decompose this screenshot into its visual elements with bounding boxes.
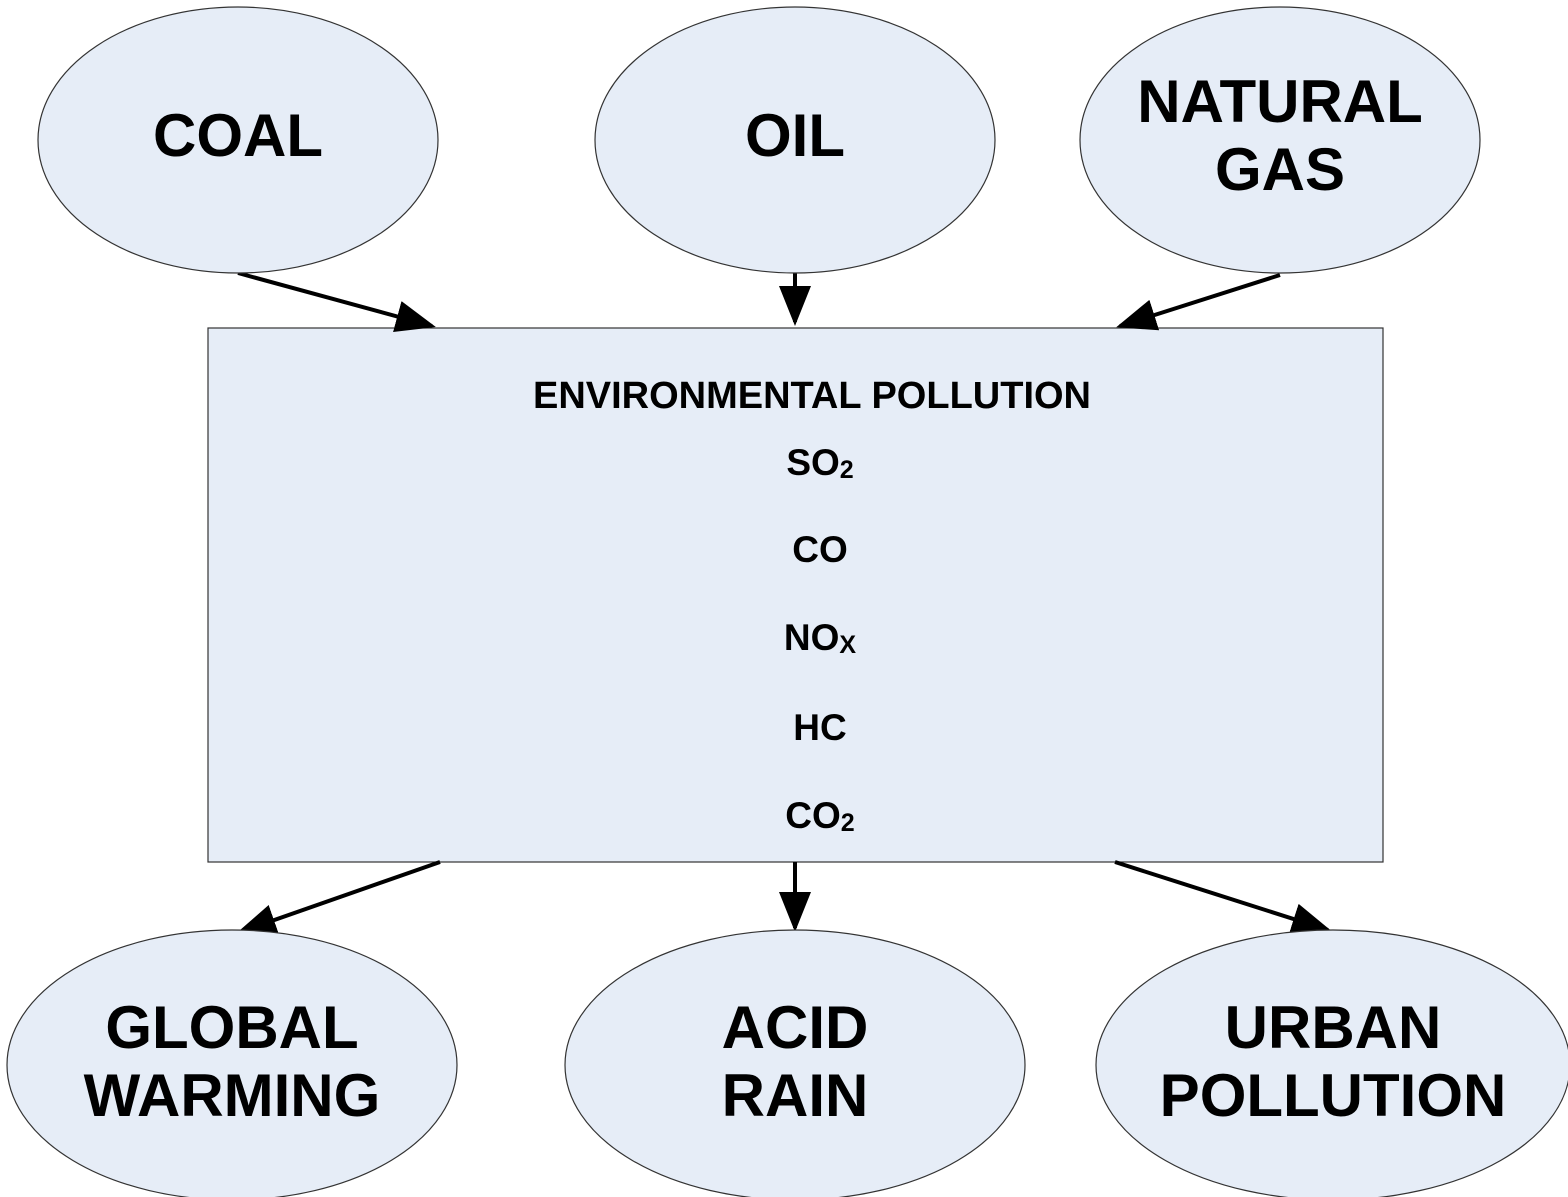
pollutant: CO2 — [785, 795, 854, 837]
pollutant-formula: SO — [786, 442, 839, 483]
node-label: OIL — [745, 102, 845, 169]
arrow — [237, 271, 436, 332]
pollutant-subscript: 2 — [840, 456, 854, 484]
node-label: RAIN — [722, 1062, 869, 1129]
arrows — [236, 271, 1332, 936]
pollutant-formula: HC — [793, 707, 846, 748]
node-label: URBAN — [1225, 994, 1442, 1061]
pollutant-formula: CO — [792, 529, 848, 570]
ellipse — [564, 929, 1026, 1197]
node-label: GLOBAL — [105, 994, 358, 1061]
node-label: POLLUTION — [1160, 1062, 1507, 1129]
node-label: ACID — [722, 994, 869, 1061]
ellipse — [37, 6, 439, 274]
center-title: ENVIRONMENTAL POLLUTION — [533, 375, 1091, 417]
pollutant-formula: CO — [785, 795, 841, 836]
arrow — [1116, 273, 1281, 331]
pollutant-subscript: 2 — [841, 809, 855, 837]
pollutant: CO — [792, 529, 848, 570]
pollutant-formula: NO — [784, 617, 840, 658]
pollution-box — [207, 327, 1384, 863]
arrow — [236, 860, 441, 936]
pollutant: SO2 — [786, 442, 853, 484]
pollutant-subscript: X — [839, 631, 856, 659]
pollutant: NOX — [784, 617, 857, 659]
source-node: OIL — [594, 6, 996, 274]
node-label: NATURAL — [1137, 68, 1423, 135]
ellipse — [1079, 6, 1481, 274]
arrow — [1114, 860, 1332, 935]
node-label: WARMING — [84, 1062, 381, 1129]
ellipse — [594, 6, 996, 274]
ellipse — [1095, 929, 1568, 1197]
node-label: COAL — [153, 102, 323, 169]
pollutant: HC — [793, 707, 846, 748]
ellipse — [6, 929, 458, 1197]
node-label: GAS — [1215, 136, 1345, 203]
source-node: COAL — [37, 6, 439, 274]
